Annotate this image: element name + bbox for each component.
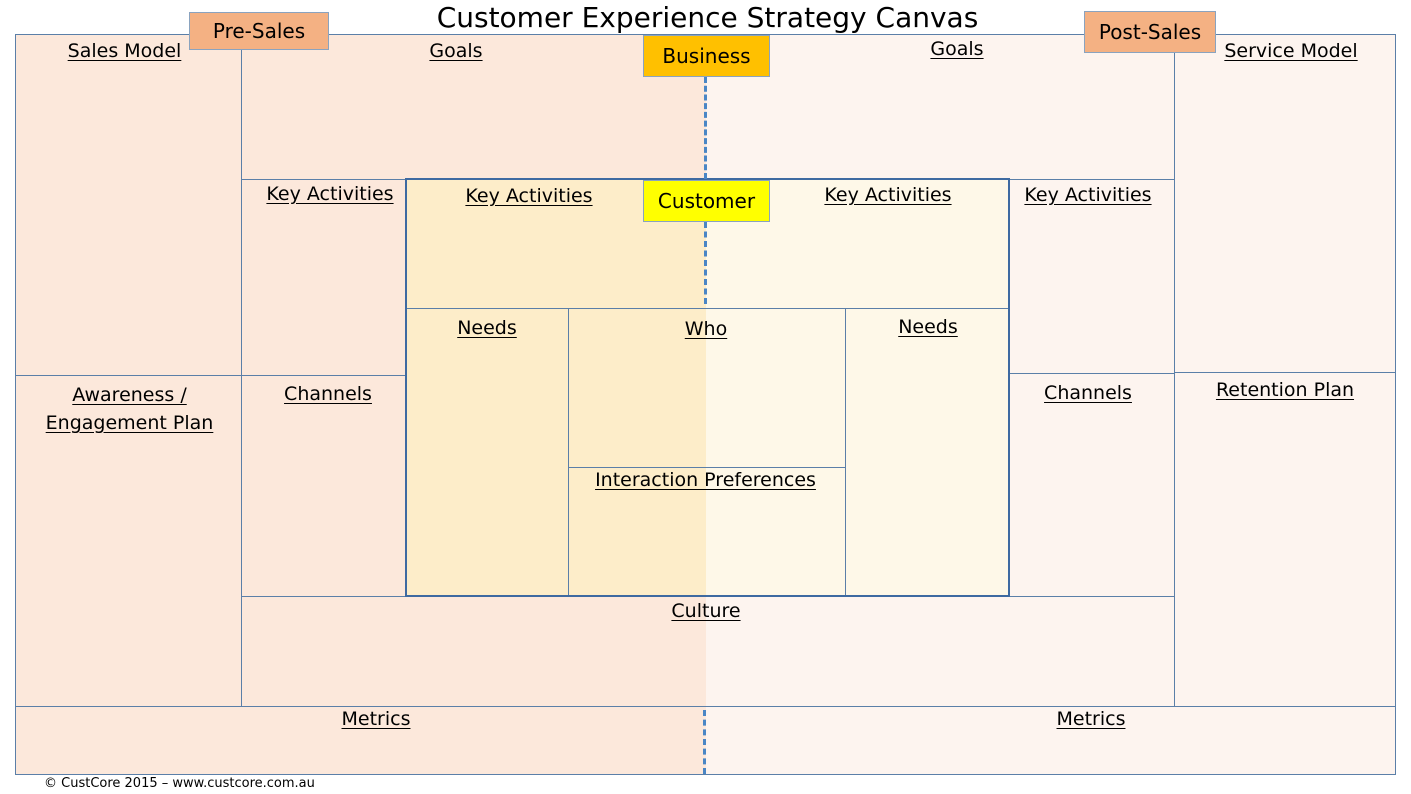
metrics-left-label: Metrics	[341, 708, 411, 730]
post-sales-tag: Post-Sales	[1084, 11, 1216, 53]
key-activities-inner-left-label: Key Activities	[465, 185, 593, 207]
metrics-divider	[703, 710, 706, 774]
channels-left-label: Channels	[284, 383, 372, 405]
retention-plan-label: Retention Plan	[1215, 379, 1355, 401]
channels-left-cell	[241, 375, 407, 597]
needs-left-label: Needs	[457, 317, 517, 339]
retention-plan-cell	[1174, 372, 1396, 707]
customer-block	[405, 178, 1010, 597]
service-model-label: Service Model	[1224, 40, 1358, 62]
sales-model-cell	[15, 34, 242, 376]
page-title: Customer Experience Strategy Canvas	[436, 1, 979, 34]
copyright-footer: © CustCore 2015 – www.custcore.com.au	[44, 776, 315, 791]
sales-model-label: Sales Model	[67, 40, 182, 62]
customer-tag: Customer	[643, 180, 770, 222]
goals-right-label: Goals	[930, 38, 984, 60]
business-divider	[704, 77, 707, 179]
who-label: Who	[684, 318, 728, 340]
channels-right-label: Channels	[1044, 382, 1132, 404]
key-activities-left-cell	[241, 179, 407, 376]
metrics-right-label: Metrics	[1056, 708, 1126, 730]
pre-sales-tag: Pre-Sales	[189, 12, 329, 50]
goals-left-label: Goals	[429, 40, 483, 62]
key-activities-outer-right-label: Key Activities	[1024, 184, 1152, 206]
customer-left-background	[406, 179, 706, 595]
awareness-label-line2: Engagement Plan	[45, 412, 214, 434]
key-activities-inner-right-label: Key Activities	[824, 184, 952, 206]
key-activities-outer-left-label: Key Activities	[266, 183, 394, 205]
interaction-preferences-label: Interaction Preferences	[595, 469, 816, 491]
business-tag: Business	[643, 35, 770, 77]
customer-right-background	[706, 179, 1009, 595]
awareness-label-line1: Awareness /	[72, 384, 187, 406]
metrics-cell	[15, 706, 1396, 775]
needs-right-label: Needs	[898, 316, 958, 338]
customer-divider	[704, 222, 707, 304]
culture-label: Culture	[671, 600, 741, 622]
service-model-cell	[1174, 34, 1396, 373]
